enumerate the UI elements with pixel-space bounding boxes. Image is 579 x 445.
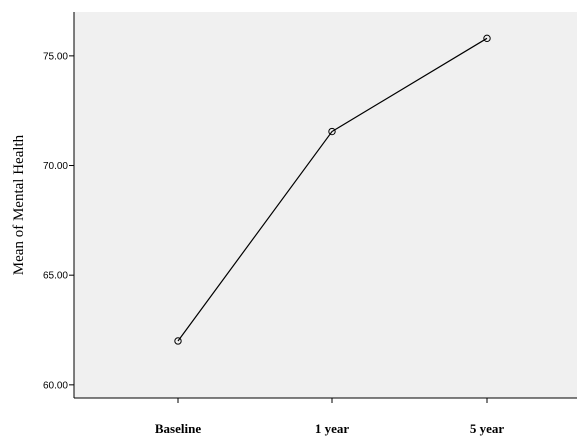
data-point-marker (483, 34, 491, 43)
series-line (177, 37, 488, 342)
y-axis-ticks: 60.00 65.00 70.00 75.00 (43, 51, 74, 391)
y-tick-label: 70.00 (43, 161, 68, 172)
x-category-label: 1 year (315, 421, 350, 436)
y-axis-title: Mean of Mental Health (11, 134, 27, 275)
data-point-marker (328, 127, 336, 136)
y-tick-label: 60.00 (43, 380, 68, 391)
series-group (174, 34, 491, 345)
data-point-marker (174, 337, 182, 345)
x-axis-ticks: Baseline 1 year 5 year (155, 398, 504, 436)
y-tick-label: 65.00 (43, 271, 68, 282)
x-category-label: 5 year (470, 421, 505, 436)
plot-area (74, 12, 577, 398)
y-tick-label: 75.00 (43, 51, 68, 62)
x-category-label: Baseline (155, 421, 201, 436)
